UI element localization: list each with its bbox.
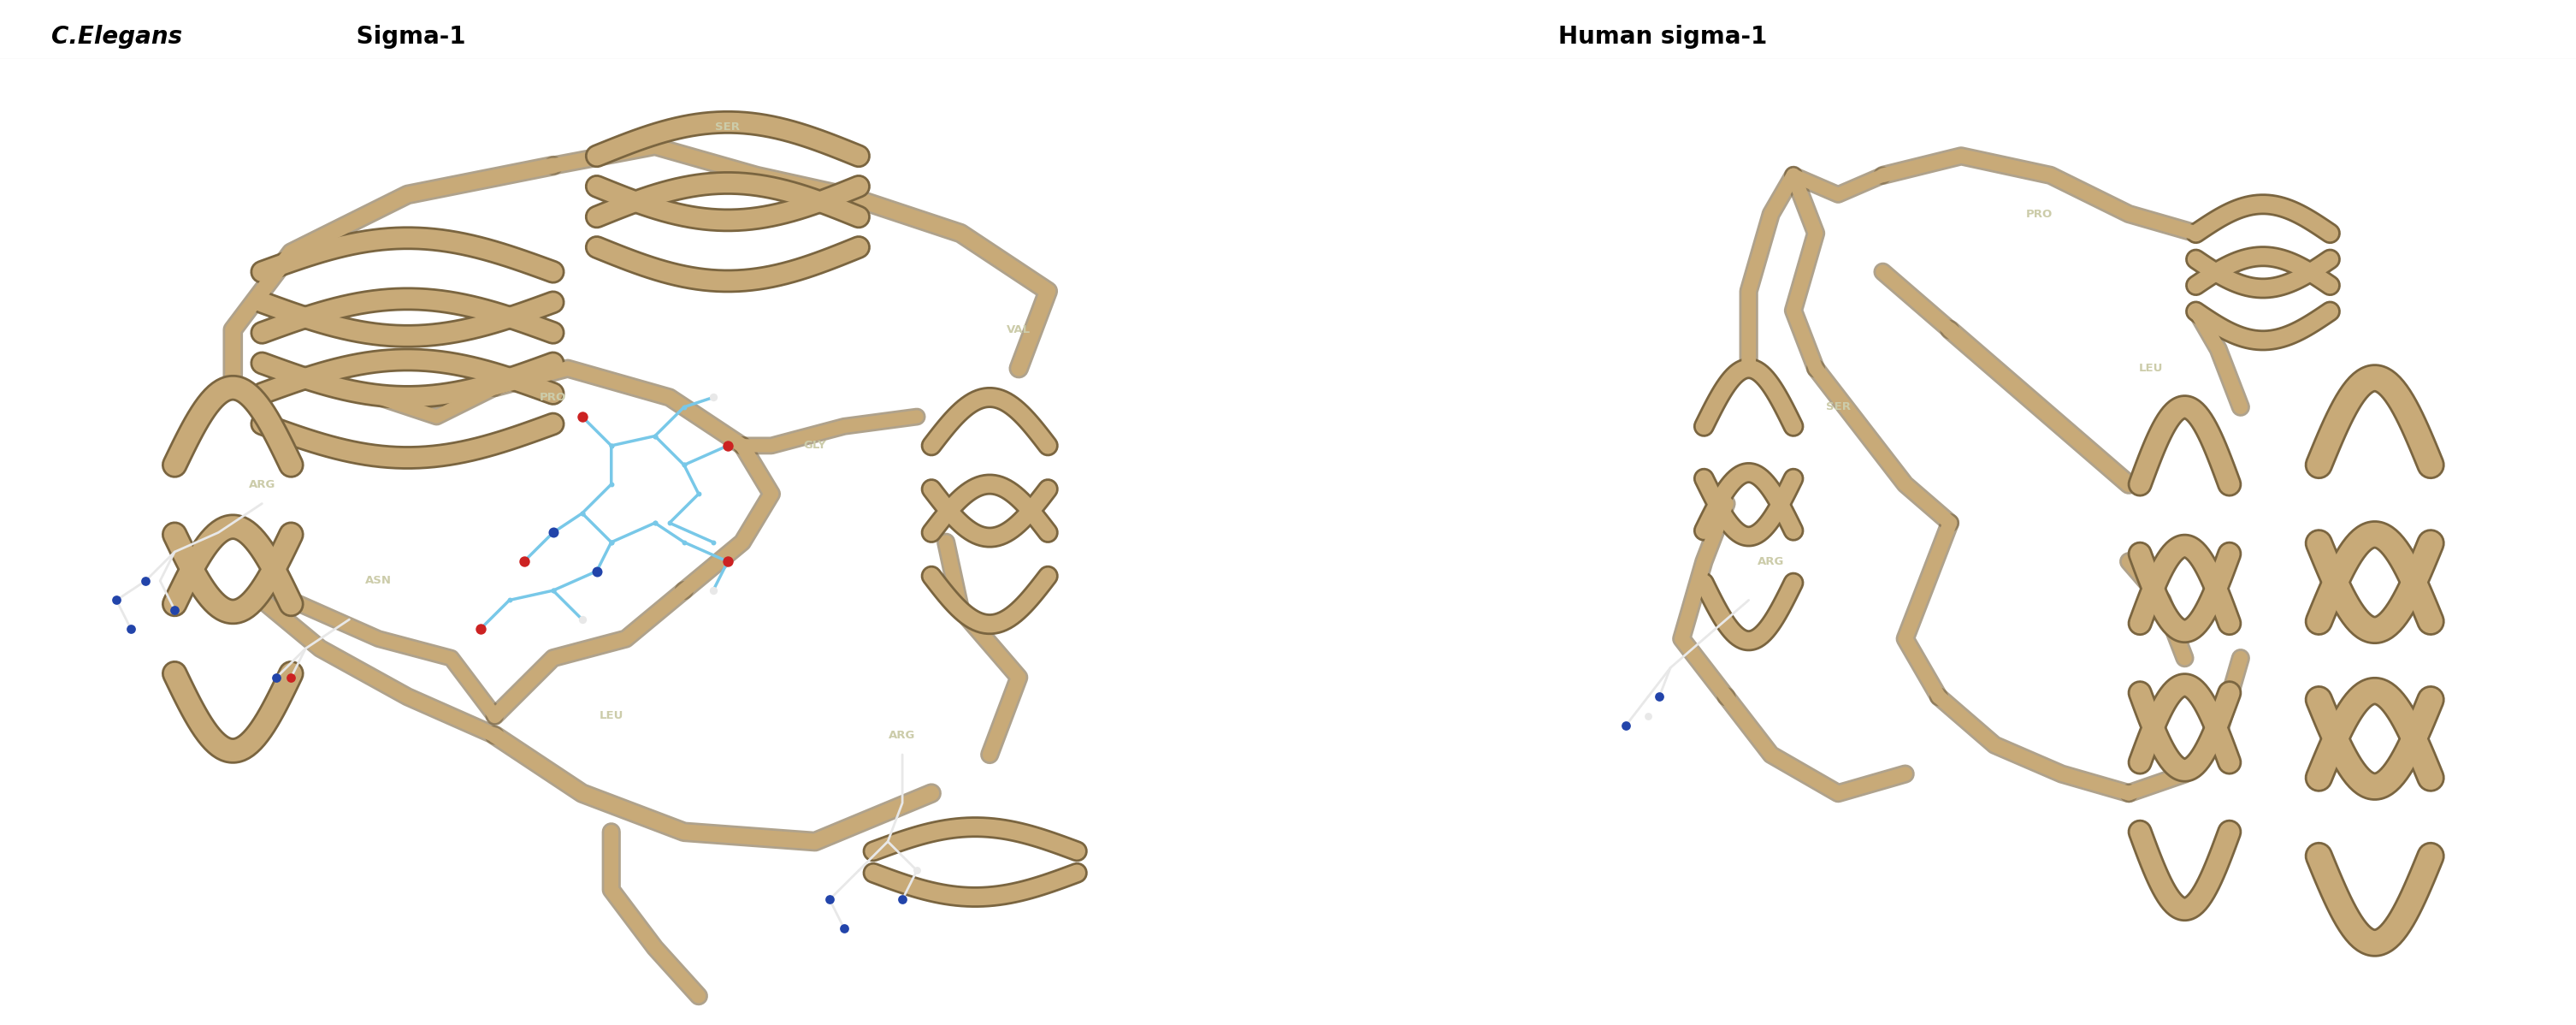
Text: ARG: ARG: [889, 730, 917, 741]
Point: [693, 390, 734, 406]
Point: [693, 582, 734, 599]
Point: [562, 611, 603, 627]
Point: [824, 920, 866, 937]
Text: PRO: PRO: [2025, 208, 2053, 219]
Point: [533, 582, 574, 599]
Text: C.Elegans: C.Elegans: [52, 25, 183, 49]
Point: [634, 427, 675, 444]
Point: [634, 515, 675, 531]
Point: [665, 457, 706, 474]
Point: [677, 486, 719, 502]
Point: [665, 457, 706, 474]
Text: SER: SER: [716, 122, 739, 132]
Point: [1638, 689, 1680, 705]
Point: [1628, 708, 1669, 725]
Point: [533, 582, 574, 599]
Point: [562, 505, 603, 522]
Point: [502, 554, 544, 570]
Point: [649, 515, 690, 531]
Text: VAL: VAL: [1007, 324, 1030, 335]
Point: [590, 438, 631, 454]
Point: [693, 390, 734, 406]
Point: [809, 892, 850, 908]
Point: [459, 621, 500, 638]
Point: [562, 409, 603, 425]
Point: [881, 892, 922, 908]
Point: [459, 621, 500, 638]
Text: SER: SER: [1826, 402, 1850, 413]
Point: [577, 563, 618, 579]
Text: GLY: GLY: [804, 440, 827, 451]
Point: [665, 534, 706, 550]
Text: ARG: ARG: [1757, 556, 1785, 567]
Point: [590, 476, 631, 492]
Point: [562, 409, 603, 425]
Point: [95, 592, 137, 609]
Point: [706, 438, 747, 454]
Point: [634, 515, 675, 531]
Point: [255, 669, 296, 686]
Point: [562, 505, 603, 522]
Point: [502, 554, 544, 570]
Point: [155, 602, 196, 618]
Text: Sigma-1: Sigma-1: [348, 25, 466, 49]
Point: [706, 554, 747, 570]
Text: Human sigma-1: Human sigma-1: [1558, 25, 1767, 49]
Point: [577, 563, 618, 579]
Point: [693, 582, 734, 599]
Point: [590, 534, 631, 550]
Point: [693, 534, 734, 550]
Text: LEU: LEU: [600, 710, 623, 722]
Text: PRO: PRO: [541, 392, 567, 403]
Point: [706, 554, 747, 570]
Point: [562, 611, 603, 627]
Text: ARG: ARG: [247, 479, 276, 490]
Point: [111, 621, 152, 638]
Point: [665, 399, 706, 415]
Point: [270, 669, 312, 686]
Point: [590, 438, 631, 454]
Point: [634, 427, 675, 444]
Point: [1605, 717, 1646, 734]
Point: [124, 573, 165, 589]
Point: [706, 438, 747, 454]
Text: ASN: ASN: [366, 575, 392, 586]
Point: [533, 525, 574, 541]
Point: [896, 862, 938, 878]
Text: LEU: LEU: [2138, 363, 2164, 374]
Point: [590, 534, 631, 550]
Point: [533, 525, 574, 541]
Point: [489, 592, 531, 609]
